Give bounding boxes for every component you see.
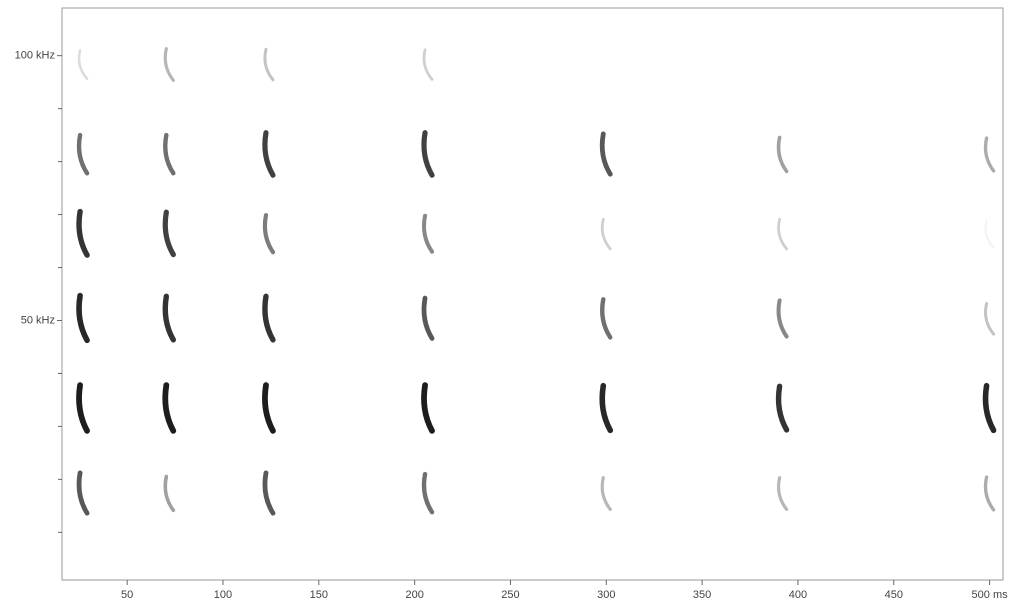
- x-tick-label: 250: [501, 589, 519, 601]
- x-tick-label: 400: [789, 589, 807, 601]
- call-harmonic: [422, 48, 434, 81]
- x-tick-label: 500 ms: [972, 589, 1009, 601]
- x-tick-label: 450: [885, 589, 903, 601]
- call-harmonic: [777, 217, 789, 251]
- call-harmonic: [76, 382, 90, 434]
- call-harmonic: [421, 213, 435, 254]
- call-harmonic: [775, 383, 790, 433]
- call-harmonic: [983, 136, 996, 173]
- call-harmonic: [982, 382, 997, 434]
- call-harmonic: [162, 293, 177, 343]
- call-harmonic: [421, 130, 435, 178]
- call-harmonic: [163, 132, 176, 176]
- call-harmonic: [600, 476, 612, 511]
- call-harmonic: [599, 382, 614, 434]
- call-harmonic: [776, 476, 789, 511]
- x-tick-label: 100: [214, 589, 232, 601]
- call-harmonic: [984, 301, 996, 336]
- x-tick-label: 150: [310, 589, 328, 601]
- call-harmonic: [600, 297, 613, 340]
- y-tick-label: 100 kHz: [15, 50, 55, 62]
- call-harmonic: [984, 220, 995, 249]
- call-harmonic: [163, 47, 175, 82]
- call-harmonic: [77, 49, 89, 81]
- x-tick-label: 50: [121, 589, 133, 601]
- call-harmonic: [776, 298, 789, 339]
- call-harmonic: [76, 470, 90, 516]
- x-tick-label: 200: [405, 589, 423, 601]
- call-harmonic: [263, 47, 275, 82]
- call-harmonic: [262, 130, 276, 178]
- call-harmonic: [600, 217, 612, 251]
- call-harmonic: [76, 292, 90, 344]
- call-harmonic: [421, 471, 435, 515]
- call-harmonic: [776, 135, 789, 174]
- x-tick-label: 350: [693, 589, 711, 601]
- call-harmonic: [599, 131, 613, 177]
- call-harmonic: [262, 382, 276, 434]
- call-harmonic: [262, 293, 276, 343]
- call-harmonic: [983, 475, 996, 512]
- call-harmonic: [76, 132, 90, 176]
- call-harmonic: [262, 213, 276, 255]
- call-harmonic: [421, 295, 435, 341]
- call-harmonic: [262, 470, 276, 516]
- y-tick-label: 50 kHz: [21, 314, 55, 326]
- call-harmonic: [76, 208, 90, 258]
- call-harmonic: [162, 209, 176, 258]
- call-harmonic: [421, 382, 435, 434]
- call-harmonic: [162, 382, 177, 434]
- plot-frame: [61, 7, 1004, 581]
- call-harmonic: [163, 474, 176, 513]
- x-tick-label: 300: [597, 589, 615, 601]
